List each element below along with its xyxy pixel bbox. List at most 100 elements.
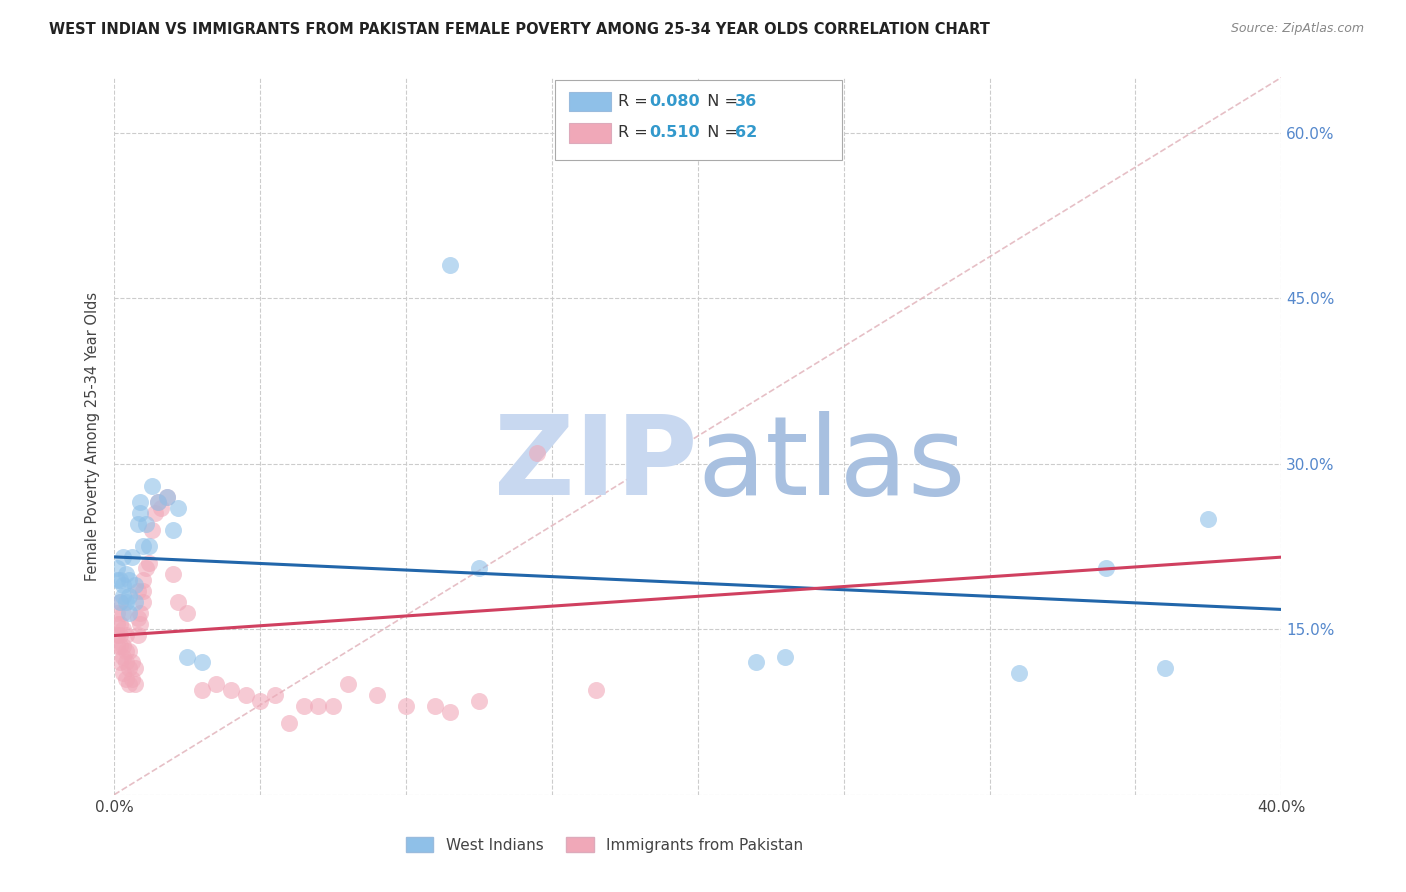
- Point: [141, 523, 163, 537]
- Point: [108, 639, 131, 653]
- Point: [1095, 561, 1118, 575]
- Point: [205, 677, 228, 691]
- Text: 62: 62: [735, 125, 758, 140]
- Point: [167, 594, 190, 608]
- Point: [143, 506, 166, 520]
- Point: [111, 589, 134, 603]
- Point: [118, 677, 141, 691]
- Text: R =: R =: [619, 125, 652, 140]
- Point: [132, 594, 155, 608]
- Point: [149, 500, 172, 515]
- Point: [167, 500, 190, 515]
- Point: [127, 611, 149, 625]
- Point: [121, 655, 143, 669]
- Point: [127, 628, 149, 642]
- Point: [156, 490, 179, 504]
- Point: [190, 682, 212, 697]
- Y-axis label: Female Poverty Among 25-34 Year Olds: Female Poverty Among 25-34 Year Olds: [86, 292, 100, 581]
- Point: [292, 699, 315, 714]
- Text: ZIP: ZIP: [495, 411, 697, 518]
- Point: [111, 649, 134, 664]
- Point: [132, 583, 155, 598]
- Text: atlas: atlas: [697, 411, 966, 518]
- Point: [395, 699, 418, 714]
- Point: [105, 616, 128, 631]
- Point: [118, 606, 141, 620]
- Text: N =: N =: [697, 125, 742, 140]
- Point: [121, 550, 143, 565]
- Point: [115, 672, 138, 686]
- Point: [127, 517, 149, 532]
- Point: [135, 517, 157, 532]
- Point: [115, 655, 138, 669]
- Point: [132, 540, 155, 554]
- Point: [118, 644, 141, 658]
- Point: [162, 567, 184, 582]
- Point: [108, 594, 131, 608]
- Text: 0.080: 0.080: [650, 94, 700, 109]
- Point: [111, 578, 134, 592]
- Point: [105, 639, 128, 653]
- Point: [156, 490, 179, 504]
- Point: [249, 694, 271, 708]
- Point: [425, 699, 447, 714]
- Point: [366, 689, 388, 703]
- Point: [555, 126, 578, 140]
- Point: [111, 606, 134, 620]
- Point: [1008, 666, 1031, 681]
- Point: [219, 682, 242, 697]
- Point: [111, 666, 134, 681]
- Point: [129, 616, 152, 631]
- Point: [121, 672, 143, 686]
- Point: [235, 689, 257, 703]
- Point: [190, 655, 212, 669]
- Point: [439, 705, 461, 719]
- Point: [278, 716, 301, 731]
- Point: [176, 649, 198, 664]
- Point: [105, 606, 128, 620]
- Point: [135, 561, 157, 575]
- Point: [108, 594, 131, 608]
- Point: [124, 677, 146, 691]
- Point: [745, 655, 768, 669]
- Text: Source: ZipAtlas.com: Source: ZipAtlas.com: [1230, 22, 1364, 36]
- Point: [108, 573, 131, 587]
- Point: [124, 661, 146, 675]
- Point: [115, 628, 138, 642]
- Point: [124, 578, 146, 592]
- Text: WEST INDIAN VS IMMIGRANTS FROM PAKISTAN FEMALE POVERTY AMONG 25-34 YEAR OLDS COR: WEST INDIAN VS IMMIGRANTS FROM PAKISTAN …: [49, 22, 990, 37]
- Text: N =: N =: [697, 94, 742, 109]
- Point: [468, 561, 491, 575]
- Point: [111, 550, 134, 565]
- Point: [176, 606, 198, 620]
- Point: [111, 622, 134, 636]
- Point: [138, 556, 160, 570]
- Point: [1153, 661, 1175, 675]
- Point: [263, 689, 285, 703]
- Point: [162, 523, 184, 537]
- Point: [439, 258, 461, 272]
- Point: [336, 677, 359, 691]
- Point: [129, 495, 152, 509]
- Point: [108, 655, 131, 669]
- Point: [775, 649, 797, 664]
- Point: [118, 661, 141, 675]
- Point: [105, 573, 128, 587]
- Point: [146, 495, 169, 509]
- Point: [105, 628, 128, 642]
- Point: [118, 589, 141, 603]
- Point: [468, 694, 491, 708]
- Point: [129, 606, 152, 620]
- Point: [1197, 512, 1219, 526]
- Point: [526, 445, 548, 459]
- Point: [127, 583, 149, 598]
- Text: 0.510: 0.510: [650, 125, 700, 140]
- Point: [108, 628, 131, 642]
- Point: [138, 540, 160, 554]
- Point: [585, 682, 607, 697]
- Text: 36: 36: [735, 94, 758, 109]
- Point: [146, 495, 169, 509]
- Point: [141, 479, 163, 493]
- Point: [132, 573, 155, 587]
- Legend: West Indians, Immigrants from Pakistan: West Indians, Immigrants from Pakistan: [399, 830, 808, 859]
